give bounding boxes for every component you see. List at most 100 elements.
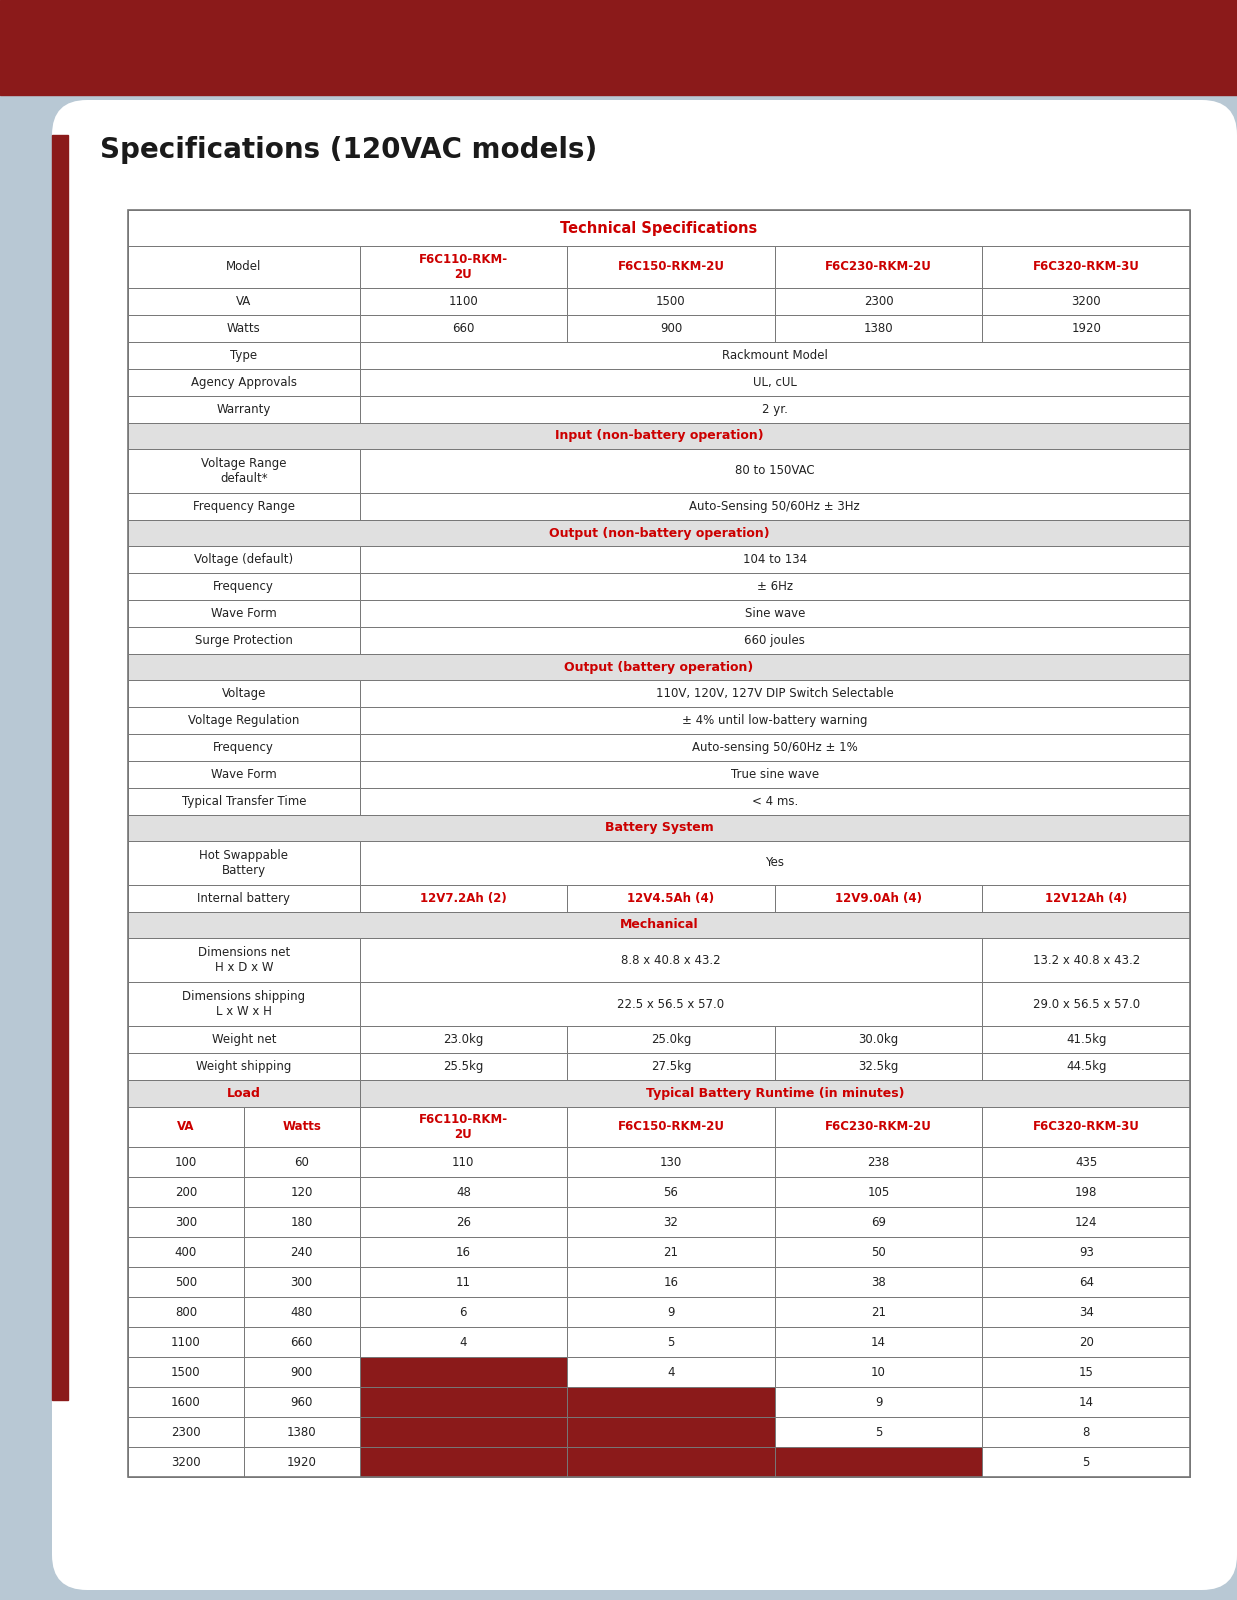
Bar: [982, 885, 1190, 912]
Bar: [244, 1206, 360, 1237]
Text: 9: 9: [875, 1395, 882, 1408]
Text: 3200: 3200: [1071, 294, 1101, 307]
Text: 69: 69: [871, 1216, 886, 1229]
Text: 12V12Ah (4): 12V12Ah (4): [1045, 893, 1127, 906]
Text: Dimensions net
H x D x W: Dimensions net H x D x W: [198, 946, 289, 974]
Bar: [982, 1267, 1190, 1298]
Text: 1500: 1500: [656, 294, 685, 307]
Text: Auto-sensing 50/60Hz ± 1%: Auto-sensing 50/60Hz ± 1%: [691, 741, 857, 754]
Bar: [774, 1026, 982, 1053]
Text: 1100: 1100: [171, 1336, 200, 1349]
Text: 3200: 3200: [171, 1456, 200, 1469]
Text: Frequency: Frequency: [213, 741, 275, 754]
Bar: [127, 546, 360, 573]
Text: VA: VA: [236, 294, 251, 307]
Text: 44.5kg: 44.5kg: [1066, 1059, 1106, 1074]
Text: F6C150-RKM-2U: F6C150-RKM-2U: [617, 1120, 725, 1133]
Text: 22.5 x 56.5 x 57.0: 22.5 x 56.5 x 57.0: [617, 997, 725, 1011]
Bar: [127, 1147, 244, 1178]
Bar: [982, 1178, 1190, 1206]
Text: Battery System: Battery System: [605, 821, 714, 835]
Text: 10: 10: [871, 1365, 886, 1379]
Bar: [567, 1053, 774, 1080]
Bar: [127, 1053, 360, 1080]
Bar: [982, 982, 1190, 1026]
Bar: [127, 288, 360, 315]
Text: 60: 60: [294, 1155, 309, 1168]
Text: 56: 56: [663, 1186, 678, 1198]
Text: 32.5kg: 32.5kg: [858, 1059, 899, 1074]
Text: 16: 16: [455, 1245, 471, 1259]
Text: 105: 105: [867, 1186, 889, 1198]
Text: 9: 9: [667, 1306, 674, 1318]
Bar: [360, 395, 1190, 422]
Bar: [774, 1326, 982, 1357]
Text: Dimensions shipping
L x W x H: Dimensions shipping L x W x H: [182, 990, 306, 1018]
Bar: [982, 1147, 1190, 1178]
Text: 12V4.5Ah (4): 12V4.5Ah (4): [627, 893, 715, 906]
Bar: [127, 450, 360, 493]
Bar: [360, 1026, 567, 1053]
Text: 21: 21: [871, 1306, 886, 1318]
Bar: [127, 1237, 244, 1267]
Bar: [360, 1418, 567, 1446]
Text: Frequency: Frequency: [213, 579, 275, 594]
Text: Voltage: Voltage: [221, 686, 266, 701]
Text: 104 to 134: 104 to 134: [742, 554, 807, 566]
Bar: [360, 342, 1190, 370]
Bar: [360, 1107, 567, 1147]
Bar: [127, 1267, 244, 1298]
Text: 180: 180: [291, 1216, 313, 1229]
Text: 11: 11: [455, 1275, 471, 1288]
Text: Output (battery operation): Output (battery operation): [564, 661, 753, 674]
Bar: [982, 1326, 1190, 1357]
Bar: [567, 1178, 774, 1206]
Bar: [127, 680, 360, 707]
Bar: [244, 1178, 360, 1206]
Bar: [774, 288, 982, 315]
Bar: [244, 1418, 360, 1446]
Text: 1380: 1380: [287, 1426, 317, 1438]
Bar: [982, 1206, 1190, 1237]
Bar: [127, 762, 360, 787]
Text: 15: 15: [1079, 1365, 1094, 1379]
Text: VA: VA: [177, 1120, 194, 1133]
Bar: [982, 288, 1190, 315]
Bar: [774, 1446, 982, 1477]
Text: 300: 300: [291, 1275, 313, 1288]
Text: Frequency Range: Frequency Range: [193, 499, 294, 514]
Text: 20: 20: [1079, 1336, 1094, 1349]
Bar: [127, 422, 1190, 450]
Bar: [244, 1107, 360, 1147]
Bar: [360, 315, 567, 342]
Text: 435: 435: [1075, 1155, 1097, 1168]
Bar: [360, 787, 1190, 814]
Bar: [127, 1418, 244, 1446]
Text: F6C110-RKM-
2U: F6C110-RKM- 2U: [419, 253, 508, 282]
Text: 120: 120: [291, 1186, 313, 1198]
Bar: [127, 395, 360, 422]
Bar: [360, 1267, 567, 1298]
Bar: [360, 1147, 567, 1178]
Text: 900: 900: [659, 322, 682, 334]
Text: Voltage Regulation: Voltage Regulation: [188, 714, 299, 726]
Text: Model: Model: [226, 261, 261, 274]
Text: 198: 198: [1075, 1186, 1097, 1198]
Bar: [360, 762, 1190, 787]
Bar: [127, 1446, 244, 1477]
Bar: [360, 450, 1190, 493]
Bar: [774, 1298, 982, 1326]
Bar: [127, 1206, 244, 1237]
Bar: [127, 600, 360, 627]
Bar: [774, 1107, 982, 1147]
Text: 124: 124: [1075, 1216, 1097, 1229]
Bar: [982, 1446, 1190, 1477]
Bar: [0, 0, 1237, 94]
Text: Agency Approvals: Agency Approvals: [190, 376, 297, 389]
Bar: [360, 546, 1190, 573]
Text: Warranty: Warranty: [216, 403, 271, 416]
Text: 110: 110: [453, 1155, 475, 1168]
Text: F6C320-RKM-3U: F6C320-RKM-3U: [1033, 261, 1139, 274]
Bar: [360, 1357, 567, 1387]
Text: 1500: 1500: [171, 1365, 200, 1379]
